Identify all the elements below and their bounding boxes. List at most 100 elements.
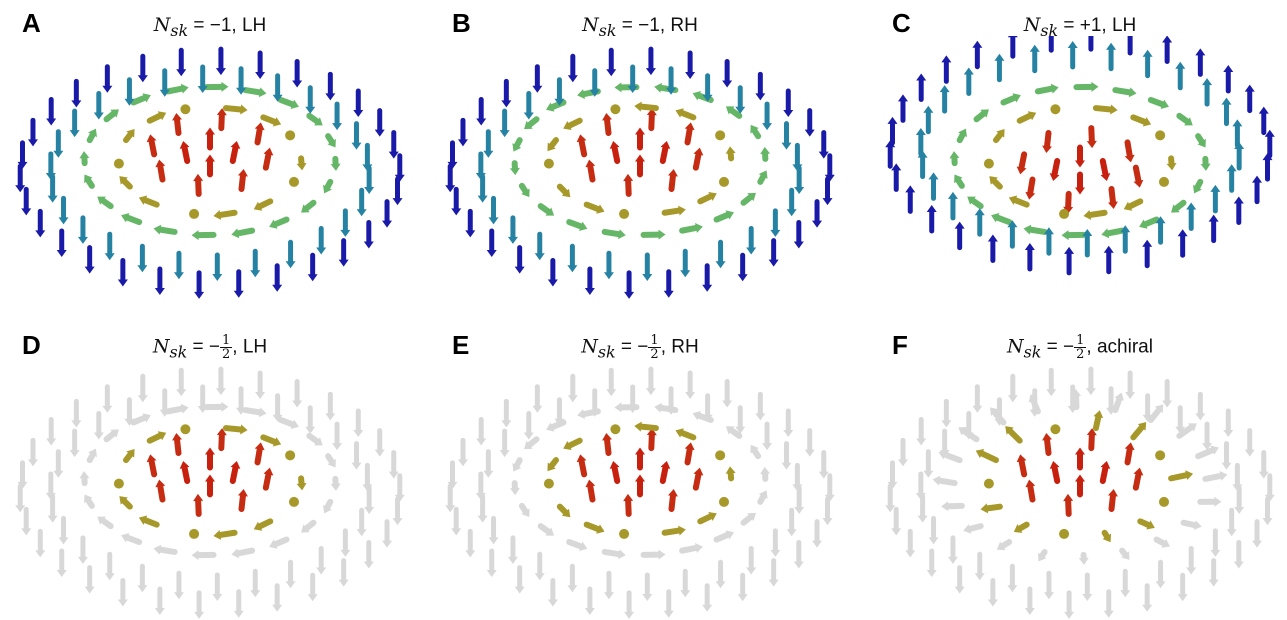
spin-arrow xyxy=(445,486,455,512)
spin-arrow xyxy=(668,169,678,189)
spin-arrow xyxy=(1101,228,1122,238)
spin-arrow xyxy=(316,548,326,574)
spin-dot xyxy=(1155,450,1165,460)
spin-arrow xyxy=(1017,454,1027,474)
spin-arrow xyxy=(1050,161,1060,181)
spin-dot xyxy=(285,450,295,460)
spin-arrow xyxy=(602,113,612,133)
spin-arrow xyxy=(675,428,693,437)
spin-arrow xyxy=(560,507,571,518)
spin-arrow xyxy=(292,61,302,87)
spin-arrow xyxy=(192,230,214,240)
spin-arrow xyxy=(981,503,1000,513)
spin-arrow xyxy=(1115,87,1136,97)
spin-arrow xyxy=(644,230,666,240)
spin-arrow xyxy=(702,266,712,292)
spin-arrow xyxy=(445,166,455,192)
spin-arrow xyxy=(941,401,951,427)
spin-arrow xyxy=(155,160,165,180)
spin-arrow xyxy=(489,198,499,224)
spin-dot xyxy=(715,130,725,140)
spin-arrow xyxy=(1221,444,1231,470)
spin-arrow xyxy=(1134,168,1144,188)
spin-arrow xyxy=(192,550,214,560)
spin-arrow xyxy=(958,129,967,141)
spin-arrow xyxy=(28,120,38,146)
spin-arrow xyxy=(606,50,616,76)
spin-arrow xyxy=(769,241,779,267)
spin-arrow xyxy=(1201,159,1211,171)
spin-arrow xyxy=(15,486,25,512)
spin-arrow xyxy=(245,87,266,97)
panel-a: A Nsk = −1, LH xyxy=(0,0,420,300)
spin-arrow xyxy=(994,54,1004,80)
spin-arrow xyxy=(823,179,833,205)
spin-arrow xyxy=(563,121,580,130)
spin-arrow xyxy=(255,442,265,462)
spin-arrow xyxy=(353,91,363,117)
spin-arrow xyxy=(726,466,736,478)
spin-arrow xyxy=(885,486,895,512)
spin-arrow xyxy=(1115,393,1124,410)
spin-arrow xyxy=(150,111,167,120)
spin-arrow xyxy=(1221,98,1231,124)
spin-arrow xyxy=(1025,480,1035,500)
spin-arrow xyxy=(121,533,139,542)
spin-arrow xyxy=(515,568,525,594)
spin-arrow xyxy=(524,414,534,440)
spin-arrow xyxy=(255,122,265,142)
spin-arrow xyxy=(1103,533,1111,542)
spin-arrow xyxy=(1232,119,1242,145)
spin-arrow xyxy=(35,531,45,557)
spin-arrow xyxy=(1025,243,1035,269)
spin-arrow xyxy=(193,174,203,194)
spin-arrow xyxy=(1157,539,1170,548)
spin-arrow xyxy=(664,272,674,298)
spin-arrow xyxy=(746,228,756,254)
spin-arrow xyxy=(78,218,88,244)
spin-arrow xyxy=(1171,470,1193,480)
spin-arrow xyxy=(238,489,248,509)
spin-arrow xyxy=(1259,107,1269,133)
spin-arrow xyxy=(71,81,81,107)
spin-arrow xyxy=(286,562,296,588)
spin-arrow xyxy=(331,479,341,491)
spin-arrow xyxy=(168,84,189,94)
spin-arrow xyxy=(269,540,286,549)
spin-arrow xyxy=(297,158,307,170)
spin-arrow xyxy=(254,201,271,210)
spin-arrow xyxy=(546,422,563,431)
spin-arrow xyxy=(1106,43,1116,69)
spin-arrow xyxy=(78,538,88,564)
spin-arrow xyxy=(750,125,758,136)
spin-arrow xyxy=(88,129,97,141)
spin-arrow xyxy=(147,134,157,154)
spin-arrow xyxy=(604,573,614,599)
spin-dot xyxy=(180,424,190,434)
spin-arrow xyxy=(905,185,915,211)
spin-dot xyxy=(610,424,620,434)
spin-arrow xyxy=(465,531,475,557)
spin-arrow xyxy=(823,499,833,525)
spin-arrow xyxy=(1234,542,1244,568)
spin-arrow xyxy=(174,253,184,279)
spin-arrow xyxy=(923,106,933,132)
spin-arrow xyxy=(1151,100,1169,109)
spin-arrow xyxy=(1202,424,1212,450)
spin-arrow xyxy=(750,445,758,456)
spin-arrow xyxy=(955,568,965,594)
spin-arrow xyxy=(510,163,520,175)
spin-arrow xyxy=(1195,48,1205,74)
spin-arrow xyxy=(760,147,770,159)
spin-arrow xyxy=(726,146,736,158)
spin-arrow xyxy=(602,433,612,453)
spin-arrow xyxy=(988,235,998,261)
spin-arrow xyxy=(624,593,634,619)
spin-arrow xyxy=(685,442,695,462)
spin-arrow xyxy=(812,522,822,548)
spin-arrow xyxy=(532,67,542,93)
spin-arrow xyxy=(119,176,130,187)
spin-arrow xyxy=(717,210,734,219)
spin-arrow xyxy=(680,251,690,277)
